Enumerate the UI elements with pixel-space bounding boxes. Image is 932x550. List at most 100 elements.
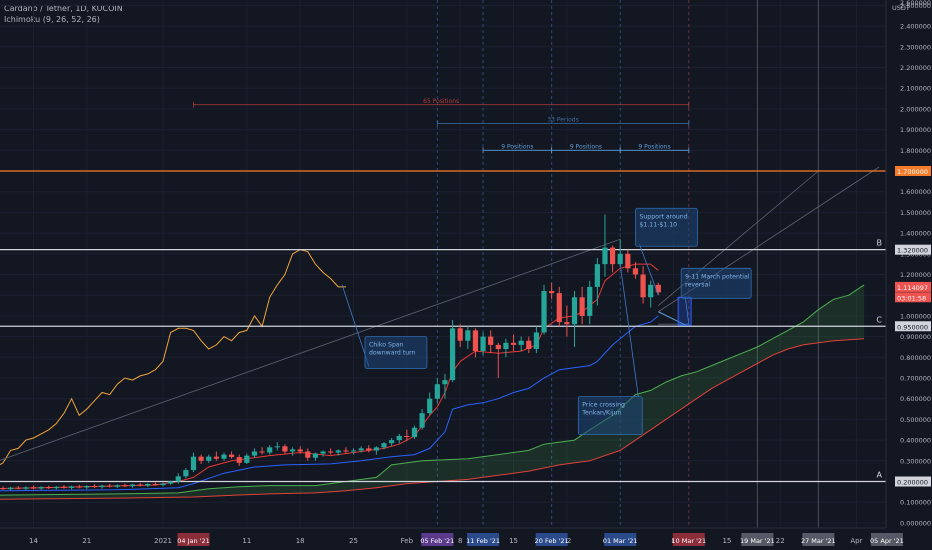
candle[interactable] [168,480,174,485]
candle[interactable] [107,483,113,488]
candle[interactable] [602,214,608,277]
candle[interactable] [571,291,578,347]
candle[interactable] [632,262,639,279]
candle[interactable] [587,280,593,325]
candle[interactable] [145,483,151,487]
time-axis[interactable]: 14212021111825Feb8152281522Apr04 Jan '21… [0,527,904,550]
candle[interactable] [46,485,52,489]
candle[interactable] [465,326,471,350]
candle[interactable] [328,448,334,455]
grid [0,0,888,528]
candle[interactable] [610,245,616,273]
candle[interactable] [190,452,197,473]
candle[interactable] [320,450,326,457]
projection-box[interactable] [677,296,692,326]
candle[interactable] [335,449,341,456]
candle[interactable] [274,442,280,451]
symbol-title[interactable]: Cardano / Tether, 1D, KUCOIN [4,4,123,13]
candle[interactable] [389,438,395,447]
annotation-support[interactable]: Support around$1.11-$1.10 [635,207,698,296]
candle[interactable] [488,330,494,354]
candle[interactable] [99,484,105,489]
candle[interactable] [404,429,410,442]
candle[interactable] [625,249,631,273]
candle[interactable] [251,448,258,458]
candle[interactable] [457,324,463,347]
time-tick: Apr [850,537,862,545]
candle[interactable] [122,483,128,488]
candle[interactable] [449,320,456,383]
candle[interactable] [480,332,486,356]
candle[interactable] [229,451,235,459]
candle[interactable] [427,392,433,416]
candle[interactable] [198,454,204,464]
candle[interactable] [0,486,6,490]
candle[interactable] [579,286,585,325]
candle[interactable] [640,266,646,304]
candle[interactable] [343,447,349,454]
candle[interactable] [381,442,387,450]
candle[interactable] [549,282,555,300]
candle[interactable] [30,485,37,490]
candle[interactable] [648,280,654,308]
candle[interactable] [183,468,189,479]
candle[interactable] [160,482,166,487]
candle[interactable] [495,342,501,378]
candle[interactable] [53,486,59,490]
candle[interactable] [114,484,120,489]
candle[interactable] [175,473,181,484]
candle[interactable] [510,334,517,352]
candle[interactable] [358,446,364,453]
candle[interactable] [655,282,661,296]
candle[interactable] [366,445,372,453]
candle[interactable] [23,486,29,490]
candle[interactable] [267,445,273,455]
candle[interactable] [594,257,600,306]
candle[interactable] [137,482,143,487]
candle[interactable] [76,484,82,489]
candle[interactable] [297,446,303,454]
candle[interactable] [259,447,265,455]
candle[interactable] [434,378,440,403]
candle[interactable] [373,446,379,455]
candle[interactable] [15,486,21,490]
candle[interactable] [213,451,219,461]
candle[interactable] [472,328,479,358]
callout-text: Tenkan/Kijun [581,410,621,417]
candle[interactable] [91,484,98,488]
candle[interactable] [556,286,562,327]
candle[interactable] [312,452,319,461]
candle[interactable] [68,485,75,490]
candle[interactable] [350,448,357,455]
candle[interactable] [206,454,212,463]
candle[interactable] [396,433,402,444]
candle[interactable] [518,336,524,352]
candle[interactable] [236,454,242,466]
candle[interactable] [533,326,539,354]
candle[interactable] [411,425,418,440]
candle[interactable] [8,486,14,491]
candle[interactable] [564,305,570,337]
candle[interactable] [221,452,227,461]
candle[interactable] [289,447,296,456]
candle[interactable] [503,338,509,358]
candle[interactable] [152,482,158,486]
candle[interactable] [129,483,136,488]
candle[interactable] [442,373,448,399]
indicator-title[interactable]: Ichimoku (9, 26, 52, 26) [4,15,100,24]
candle[interactable] [419,409,425,430]
candle[interactable] [61,485,67,489]
candle[interactable] [84,485,90,489]
candle[interactable] [282,444,288,454]
candle[interactable] [38,486,44,490]
candle[interactable] [617,239,623,267]
candle[interactable] [305,448,311,461]
candle[interactable] [526,336,532,354]
candle[interactable] [541,284,547,335]
candle[interactable] [244,453,250,464]
